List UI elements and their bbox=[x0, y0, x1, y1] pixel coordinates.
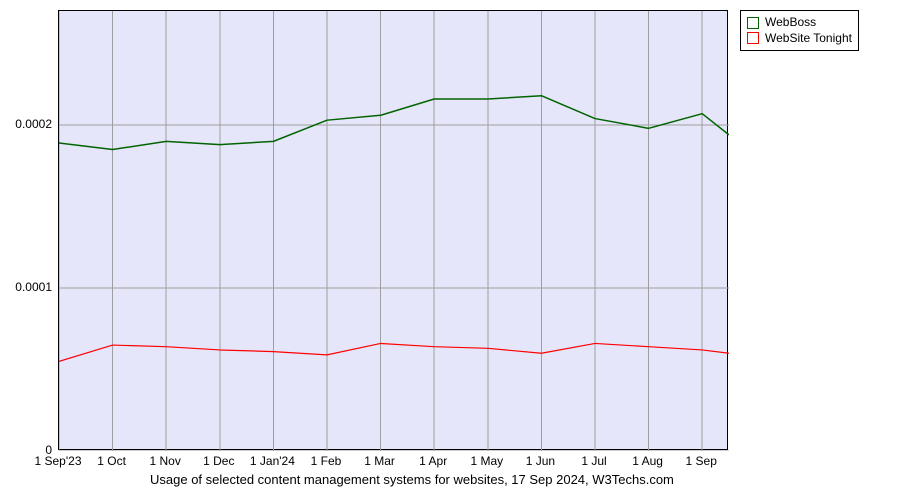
x-tick-label: 1 Oct bbox=[97, 454, 126, 468]
x-tick-label: 1 Dec bbox=[203, 454, 234, 468]
legend-swatch bbox=[747, 17, 759, 29]
plot-area bbox=[58, 10, 728, 450]
chart-caption: Usage of selected content management sys… bbox=[150, 472, 674, 487]
x-tick-label: 1 Feb bbox=[311, 454, 342, 468]
x-tick-label: 1 May bbox=[470, 454, 503, 468]
legend-label: WebBoss bbox=[765, 15, 816, 31]
chart-container: { "chart": { "type": "line", "plot": { "… bbox=[0, 0, 900, 500]
legend-item: WebSite Tonight bbox=[747, 31, 852, 47]
x-tick-label: 1 Nov bbox=[150, 454, 181, 468]
y-tick-label: 0.0002 bbox=[0, 117, 52, 131]
plot-svg bbox=[59, 11, 729, 451]
x-tick-label: 1 Jun bbox=[526, 454, 555, 468]
legend-label: WebSite Tonight bbox=[765, 31, 852, 47]
x-tick-label: 1 Aug bbox=[632, 454, 663, 468]
x-tick-label: 1 Jan'24 bbox=[250, 454, 295, 468]
x-tick-label: 1 Apr bbox=[419, 454, 447, 468]
legend-item: WebBoss bbox=[747, 15, 852, 31]
y-tick-label: 0.0001 bbox=[0, 280, 52, 294]
x-tick-label: 1 Mar bbox=[364, 454, 395, 468]
legend: WebBossWebSite Tonight bbox=[740, 10, 859, 51]
x-tick-label: 1 Jul bbox=[581, 454, 606, 468]
x-tick-label: 1 Sep bbox=[686, 454, 717, 468]
legend-swatch bbox=[747, 32, 759, 44]
x-tick-label: 1 Sep'23 bbox=[35, 454, 82, 468]
